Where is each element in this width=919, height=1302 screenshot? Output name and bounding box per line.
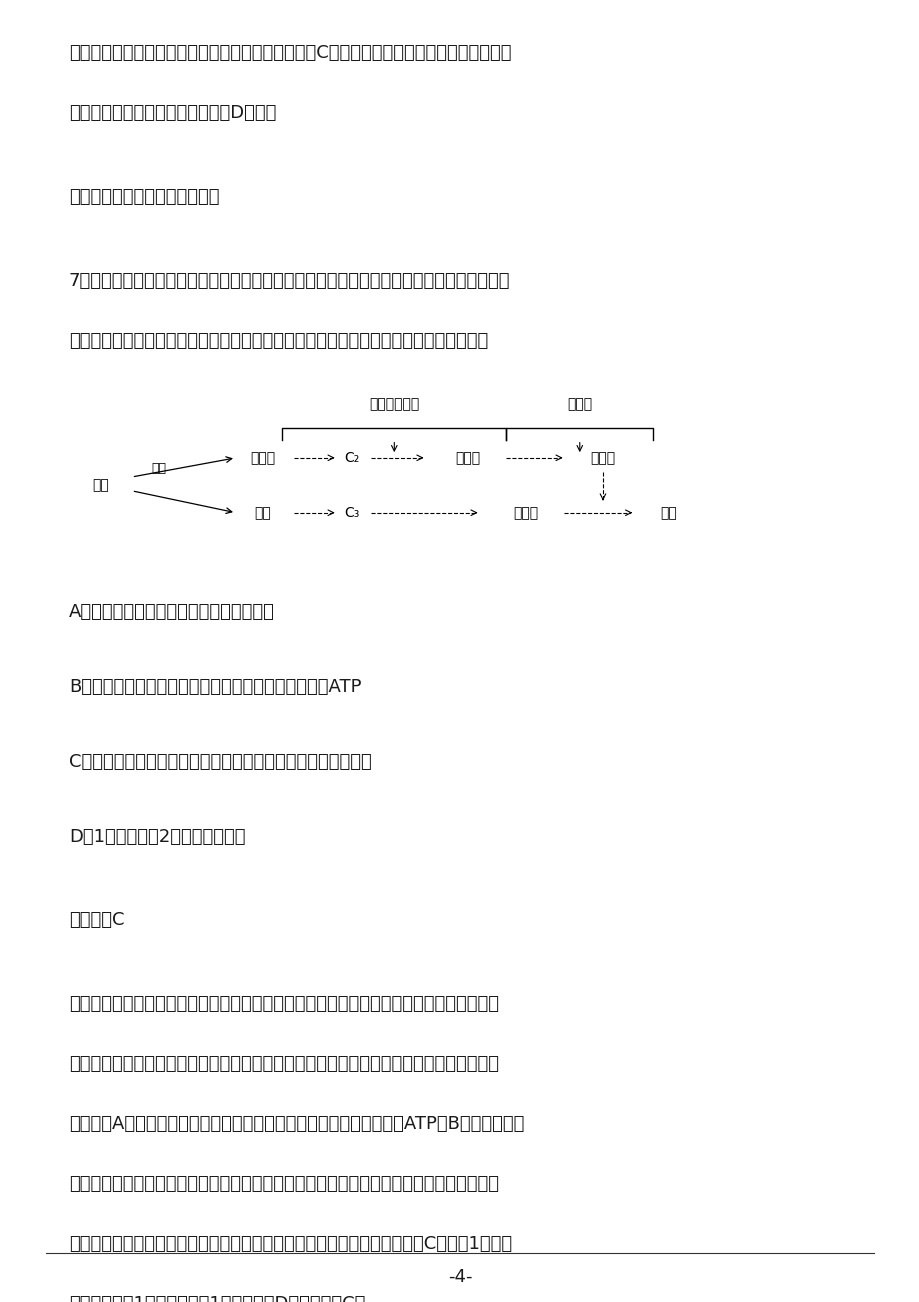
Text: B．琥珀酸在线粒体内转变为苹果酸的过程形成了大量ATP: B．琥珀酸在线粒体内转变为苹果酸的过程形成了大量ATP	[69, 678, 361, 695]
Text: -4-: -4-	[448, 1268, 471, 1286]
Text: C．油料种子萌发初期（真叶长出之前），干重先增加，后减少: C．油料种子萌发初期（真叶长出之前），干重先增加，后减少	[69, 753, 371, 771]
Text: 琥珀酸: 琥珀酸	[455, 450, 480, 465]
Text: 葡萄糖: 葡萄糖	[513, 505, 538, 519]
Text: 线粒体: 线粒体	[567, 397, 592, 411]
Text: 于大量脂肪转变为蔗糖，蔗糖的氧元素含量高于脂肪，导致干重增加；之后由于大量蔗糖用: 于大量脂肪转变为蔗糖，蔗糖的氧元素含量高于脂肪，导致干重增加；之后由于大量蔗糖用	[69, 1174, 498, 1193]
Text: D．1分子蔗糖〔2分子葡萄糖组成: D．1分子蔗糖〔2分子葡萄糖组成	[69, 828, 245, 845]
Text: C₃: C₃	[344, 505, 359, 519]
Text: 转变成蔗糖，并转运至胚轴供给胚生长和发育（如下图所示）。下列分析正确的是（　）: 转变成蔗糖，并转运至胚轴供给胚生长和发育（如下图所示）。下列分析正确的是（ ）	[69, 332, 488, 350]
Text: 于细胞呼吸等异化作用，分解为二氧化碳和水等代谢废物，导致干重减少，C正确；1分子蔗: 于细胞呼吸等异化作用，分解为二氧化碳和水等代谢废物，导致干重减少，C正确；1分子…	[69, 1234, 512, 1253]
Text: 【考点定位】基因重组及其意义: 【考点定位】基因重组及其意义	[69, 187, 220, 206]
Text: 糖水解产物为1分子葡萄糖和1分子果糖，D错误；故选C。: 糖水解产物为1分子葡萄糖和1分子果糖，D错误；故选C。	[69, 1294, 365, 1302]
Text: 乙醉酸循环体: 乙醉酸循环体	[369, 397, 419, 411]
Text: 蔗糖: 蔗糖	[660, 505, 676, 519]
Text: 【答案】C: 【答案】C	[69, 911, 124, 930]
Text: 甘油: 甘油	[255, 505, 271, 519]
Text: 【解析】大多数植物种子以贮藏脂肪为主，这是因为与糖类相比，相同质量的脂肪彻底氧化: 【解析】大多数植物种子以贮藏脂肪为主，这是因为与糖类相比，相同质量的脂肪彻底氧化	[69, 995, 498, 1013]
Text: 不遗传，也不是变异的主要原因，D错误。: 不遗传，也不是变异的主要原因，D错误。	[69, 104, 276, 122]
Text: 和发育，A错误；琥珀酸在线粒体内转变为苹果酸的过程没有形成大量ATP，B错误；早期由: 和发育，A错误；琥珀酸在线粒体内转变为苹果酸的过程没有形成大量ATP，B错误；早…	[69, 1115, 524, 1133]
Text: 7．油料种子萌发时，脂肪水解生成脂肪酸和甘油，然后在多种酶的催化下形成葡萄糖，最后: 7．油料种子萌发时，脂肪水解生成脂肪酸和甘油，然后在多种酶的催化下形成葡萄糖，最…	[69, 272, 510, 290]
Text: 苹果酸: 苹果酸	[590, 450, 615, 465]
Text: 分解释放出的能量比糖类多，因此脂肪是更好的储能物质，所以脂肪储存能量利于胚的生长: 分解释放出的能量比糖类多，因此脂肪是更好的储能物质，所以脂肪储存能量利于胚的生长	[69, 1055, 498, 1073]
Text: 脂肪: 脂肪	[92, 478, 109, 492]
Text: 水解: 水解	[151, 462, 166, 475]
Text: A．由脂肪储存能量不利于胚的生长和发育: A．由脂肪储存能量不利于胚的生长和发育	[69, 603, 275, 621]
Text: C₂: C₂	[344, 450, 359, 465]
Text: 脂肪酸: 脂肪酸	[250, 450, 275, 465]
Text: 真核生物都能发生，不一定发生在有性生殖过程中，C错误；由于环境条件改变而引起的变异: 真核生物都能发生，不一定发生在有性生殖过程中，C错误；由于环境条件改变而引起的变…	[69, 44, 511, 62]
